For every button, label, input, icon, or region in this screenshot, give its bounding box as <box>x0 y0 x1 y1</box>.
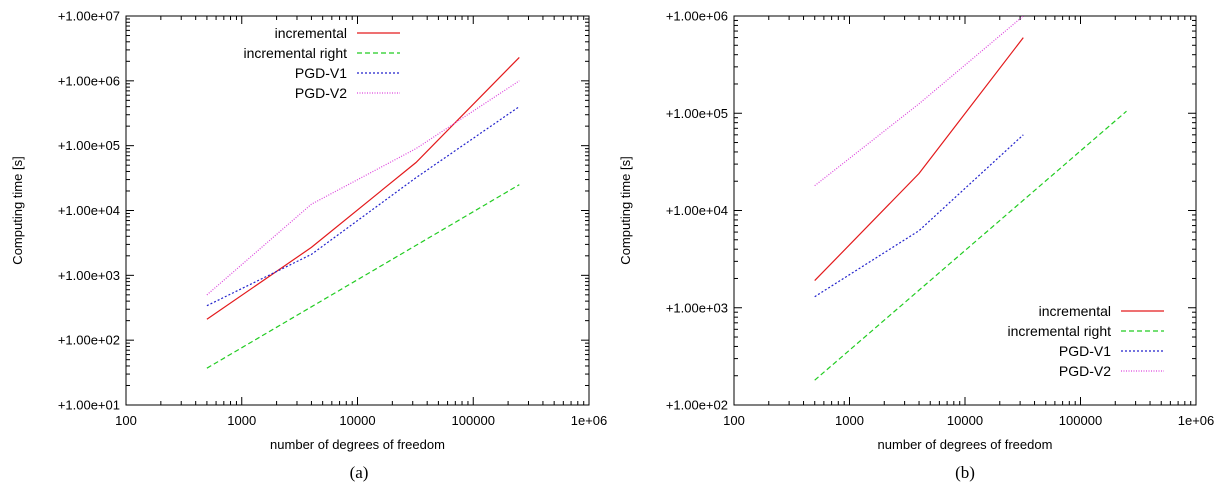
y-tick-label: +1.00e+02 <box>666 398 728 413</box>
legend: incremental incremental right PGD-V1 PGD-V2 <box>244 25 400 101</box>
y-tick-label: +1.00e+03 <box>58 268 120 283</box>
series-line-pgd-v2 <box>814 15 1024 187</box>
series-line-incremental-right <box>814 110 1127 381</box>
x-axis-label: number of degrees of freedom <box>270 437 445 452</box>
y-tick-label: +1.00e+05 <box>58 138 120 153</box>
plot-frame <box>733 15 1197 406</box>
y-tick-label: +1.00e+02 <box>58 333 120 348</box>
x-tick-label: 1000 <box>835 413 864 428</box>
y-tick-label: +1.00e+06 <box>58 73 120 88</box>
y-tick-label: +1.00e+05 <box>666 106 728 121</box>
legend-label: PGD-V2 <box>295 85 347 101</box>
legend-label: incremental right <box>244 45 348 61</box>
y-tick-label: +1.00e+04 <box>666 203 728 218</box>
y-tick-label: +1.00e+06 <box>666 9 728 24</box>
x-axis-label: number of degrees of freedom <box>878 437 1053 452</box>
series-line-pgd-v1 <box>814 134 1024 298</box>
legend-label: PGD-V1 <box>295 65 347 81</box>
y-axis-label: Computing time [s] <box>10 156 25 264</box>
y-tick-label: +1.00e+01 <box>58 398 120 413</box>
x-tick-label: 1e+06 <box>571 413 608 428</box>
series-line-incremental <box>814 37 1024 282</box>
legend-label: incremental right <box>1008 323 1112 339</box>
series-line-pgd-v2 <box>206 80 520 296</box>
y-tick-label: +1.00e+07 <box>58 9 120 24</box>
legend: incremental incremental right PGD-V1 PGD-V2 <box>1008 303 1164 379</box>
y-tick-label: +1.00e+03 <box>666 300 728 315</box>
x-tick-label: 100 <box>723 413 745 428</box>
series-line-incremental <box>206 56 520 320</box>
x-tick-label: 100 <box>115 413 137 428</box>
chart-caption: (b) <box>955 463 975 482</box>
legend-label: incremental <box>275 25 347 41</box>
x-tick-label: 1e+06 <box>1178 413 1215 428</box>
x-tick-label: 10000 <box>947 413 983 428</box>
x-tick-label: 10000 <box>339 413 375 428</box>
series-line-pgd-v1 <box>206 106 520 307</box>
legend-label: PGD-V2 <box>1059 363 1111 379</box>
y-tick-label: +1.00e+04 <box>58 203 120 218</box>
chart-caption: (a) <box>350 463 369 482</box>
x-tick-label: 1000 <box>227 413 256 428</box>
chart-b: 100 1000 10000 100000 1e+06 +1.00e+02 +1.00e+0… <box>618 9 1214 483</box>
y-axis-label: Computing time [s] <box>618 156 633 264</box>
legend-label: incremental <box>1039 303 1111 319</box>
legend-label: PGD-V1 <box>1059 343 1111 359</box>
series-line-incremental-right <box>206 184 520 369</box>
x-tick-label: 100000 <box>452 413 495 428</box>
x-tick-label: 100000 <box>1059 413 1102 428</box>
chart-a: 100 1000 10000 100000 1e+06 +1.00e+01 +1.00e+0… <box>10 9 607 483</box>
